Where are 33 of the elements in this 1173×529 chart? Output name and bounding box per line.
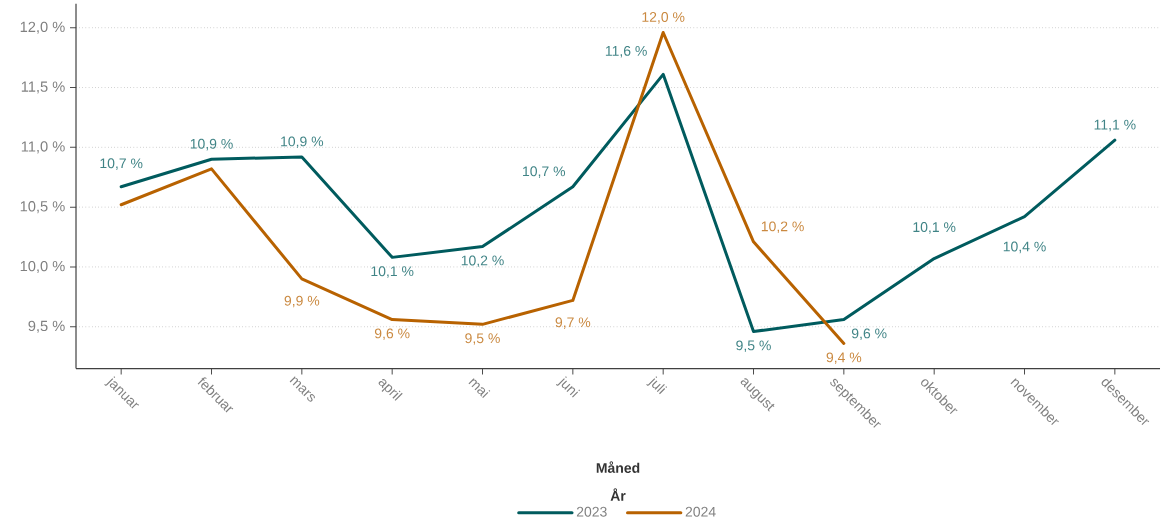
- x-tick-label: juli: [646, 376, 668, 395]
- data-label: 9,7 %: [555, 317, 591, 329]
- data-label: 9,6 %: [851, 328, 887, 341]
- y-tick-label: 11,5 %: [21, 81, 65, 94]
- y-tick-label: 10,0 %: [20, 260, 65, 273]
- y-tick-label: 10,5 %: [20, 201, 65, 214]
- legend-title: År: [610, 488, 626, 501]
- data-label: 10,2 %: [461, 255, 504, 268]
- data-label: 10,7 %: [523, 166, 566, 178]
- legend-label: 2023: [576, 506, 607, 517]
- data-label: 11,1 %: [1094, 119, 1136, 132]
- x-tick-label: juni: [555, 376, 581, 398]
- data-label: 9,6 %: [374, 328, 410, 341]
- data-label: 11,6 %: [605, 45, 647, 58]
- data-label: 10,1 %: [913, 222, 956, 234]
- y-tick-label: 12,0 %: [20, 21, 65, 34]
- x-tick-label: april: [378, 379, 403, 401]
- y-tick-label: 11,0 %: [21, 141, 65, 154]
- x-axis-title: Måned: [596, 461, 640, 473]
- data-label: 10,9 %: [190, 138, 233, 151]
- data-label: 10,7 %: [100, 158, 143, 170]
- data-label: 9,4 %: [826, 352, 862, 364]
- data-label: 9,5 %: [736, 340, 771, 352]
- y-tick-label: 9,5 %: [28, 320, 65, 333]
- data-label: 10,9 %: [281, 136, 324, 149]
- legend-label: 2024: [685, 506, 716, 517]
- data-label: 12,0 %: [642, 12, 685, 24]
- data-label: 10,2 %: [761, 221, 804, 233]
- data-label: 10,4 %: [1003, 241, 1046, 254]
- data-label: 10,1 %: [371, 266, 414, 278]
- x-tick-label: mai: [468, 378, 491, 399]
- data-label: 9,5 %: [465, 333, 500, 345]
- data-label: 9,9 %: [284, 295, 320, 308]
